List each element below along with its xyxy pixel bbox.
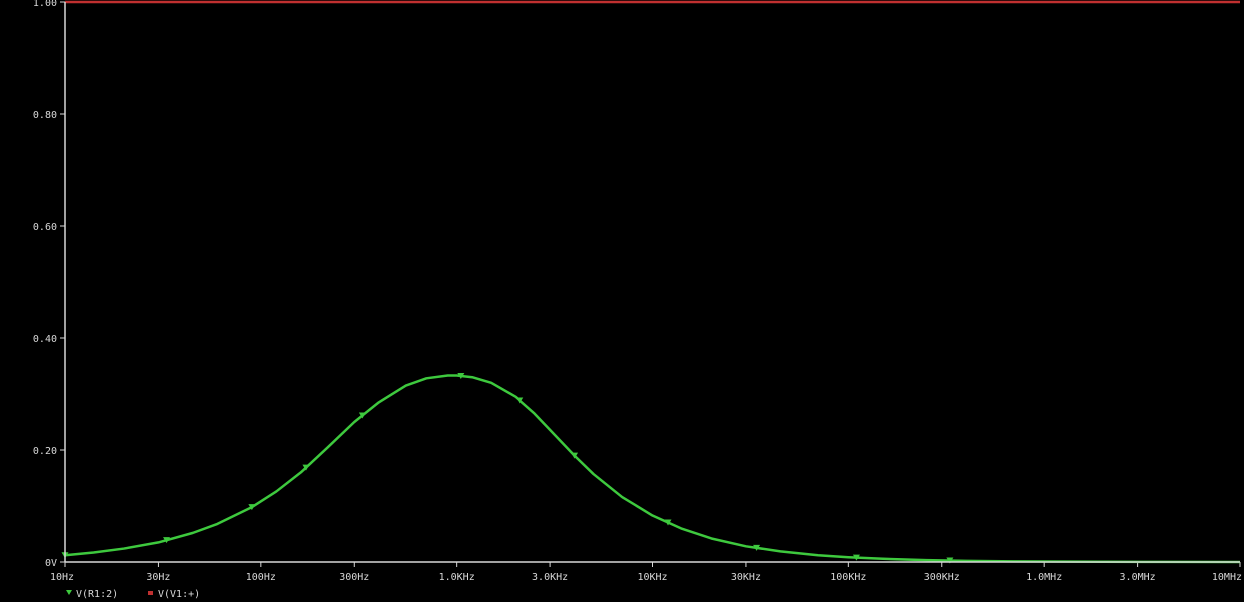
- y-tick-label: 1.00: [33, 0, 57, 9]
- x-tick-label: 300KHz: [924, 572, 960, 583]
- series-point-marker: [852, 554, 860, 561]
- legend-marker: [66, 590, 72, 595]
- x-tick-label: 30KHz: [731, 572, 761, 583]
- legend-label: V(V1:+): [158, 589, 200, 600]
- x-tick-label: 300Hz: [339, 572, 369, 583]
- x-tick-label: 1.0MHz: [1026, 572, 1062, 583]
- series-point-marker: [302, 464, 310, 471]
- series-point-marker: [753, 544, 761, 551]
- y-tick-label: 0.20: [33, 446, 57, 457]
- series-point-marker: [457, 372, 465, 379]
- y-tick-label: 0.40: [33, 334, 57, 345]
- series-layer: [64, 0, 1241, 564]
- y-tick-label: 0V: [45, 558, 57, 569]
- legend-marker: [148, 591, 153, 595]
- series-line-0: [64, 374, 1241, 564]
- legend-label: V(R1:2): [76, 589, 118, 600]
- x-tick-label: 10Hz: [50, 572, 74, 583]
- x-tick-label: 1.0KHz: [439, 572, 475, 583]
- y-axis-ticks: 0V 0.20 0.40 0.60 0.80 1.00: [33, 0, 65, 569]
- x-tick-label: 3.0KHz: [532, 572, 568, 583]
- series-point-marker: [248, 504, 256, 511]
- legend: V(R1:2) V(V1:+): [66, 589, 200, 600]
- x-tick-label: 100Hz: [246, 572, 276, 583]
- series-point-marker: [571, 452, 579, 459]
- markers-layer: [61, 372, 954, 564]
- series-point-marker: [946, 557, 954, 564]
- y-tick-label: 0.80: [33, 110, 57, 121]
- series-point-marker: [358, 412, 366, 419]
- series-point-marker: [516, 397, 524, 404]
- x-tick-label: 100KHz: [830, 572, 866, 583]
- x-tick-label: 10KHz: [637, 572, 667, 583]
- series-point-marker: [163, 537, 171, 544]
- y-tick-label: 0.60: [33, 222, 57, 233]
- axes: [64, 2, 1240, 563]
- x-tick-label: 3.0MHz: [1120, 572, 1156, 583]
- x-tick-label: 30Hz: [146, 572, 170, 583]
- series-point-marker: [664, 519, 672, 526]
- x-tick-label: 10MHz: [1212, 572, 1242, 583]
